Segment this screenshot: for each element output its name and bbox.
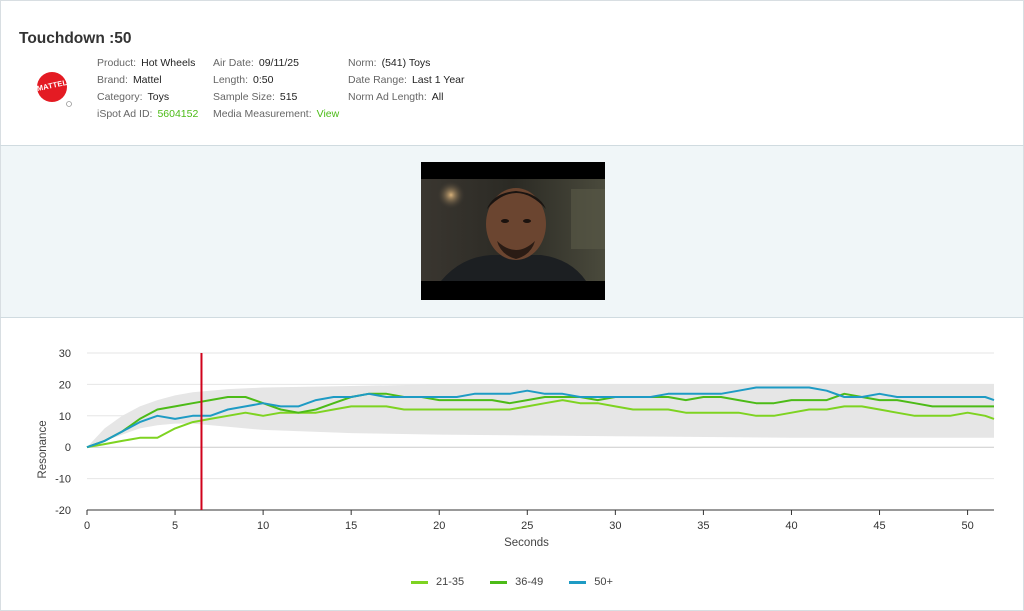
- meta-product: Product: Hot Wheels: [97, 57, 196, 69]
- ad-id-link[interactable]: 5604152: [157, 108, 199, 120]
- meta-ad-id: iSpot Ad ID: 5604152: [97, 108, 199, 120]
- meta-norm: Norm: (541) Toys: [348, 57, 431, 69]
- header-divider: [0, 145, 1024, 146]
- legend-item-36-49[interactable]: 36-49: [490, 576, 543, 588]
- legend-item-21-35[interactable]: 21-35: [411, 576, 464, 588]
- meta-column-2: Air Date: 09/11/25 Length: 0:50 Sample Siz…: [213, 55, 339, 123]
- x-tick-label: 0: [84, 520, 90, 532]
- x-tick-label: 45: [873, 520, 885, 532]
- legend-swatch-21-35: [411, 580, 429, 584]
- meta-air-date: Air Date: 09/11/25: [213, 57, 299, 69]
- y-tick-label: 10: [59, 411, 71, 423]
- resonance-chart: 30 20 10 0 -10 -20 0 5 10 15 20 25 30 35 40 45 50 Seconds…: [37, 348, 995, 549]
- legend-item-50-plus[interactable]: 50+: [569, 576, 613, 588]
- meta-column-3: Norm: (541) Toys Date Range: Last 1 Year N…: [348, 55, 465, 106]
- x-tick-label: 10: [257, 520, 269, 532]
- x-tick-label: 25: [521, 520, 533, 532]
- x-tick-label: 15: [345, 520, 357, 532]
- series-line-50-plus: [86, 386, 995, 449]
- x-tick-label: 40: [785, 520, 797, 532]
- series-line-36-49: [86, 392, 994, 449]
- series-line-21-35: [86, 399, 995, 449]
- meta-column-1: Product: Hot Wheels Brand: Mattel Category…: [97, 55, 198, 123]
- meta-sample-size: Sample Size: 515: [213, 91, 298, 103]
- y-tick-label: -20: [55, 505, 71, 517]
- legend-swatch-36-49: [490, 580, 508, 584]
- y-tick-label: 0: [65, 442, 71, 454]
- video-player[interactable]: [421, 162, 605, 300]
- meta-length: Length: 0:50: [213, 74, 274, 86]
- meta-date-range: Date Range: Last 1 Year: [348, 74, 465, 86]
- x-axis-label: Seconds: [504, 537, 549, 549]
- brand-logo: [37, 72, 72, 107]
- meta-norm-ad-length: Norm Ad Length: All: [348, 91, 444, 103]
- x-tick-label: 35: [697, 520, 709, 532]
- y-tick-label: 20: [59, 379, 71, 391]
- x-tick-label: 20: [433, 520, 445, 532]
- y-tick-label: -10: [55, 474, 71, 486]
- video-divider: [0, 317, 1024, 318]
- chart-legend: 21-35 36-49 50+: [0, 576, 1024, 588]
- y-tick-label: 30: [59, 348, 71, 360]
- x-tick-label: 30: [609, 520, 621, 532]
- meta-brand: Brand: Mattel: [97, 74, 162, 86]
- legend-swatch-50-plus: [569, 580, 587, 584]
- meta-media-measurement: Media Measurement: View: [213, 108, 340, 120]
- y-axis-label: Resonance: [37, 420, 49, 478]
- media-measurement-view-link[interactable]: View: [316, 108, 340, 120]
- x-tick-label: 50: [961, 520, 973, 532]
- page-title: Touchdown :50: [19, 30, 132, 47]
- x-tick-label: 5: [172, 520, 178, 532]
- meta-category: Category: Toys: [97, 91, 170, 103]
- video-frame-thumbnail: [421, 179, 605, 281]
